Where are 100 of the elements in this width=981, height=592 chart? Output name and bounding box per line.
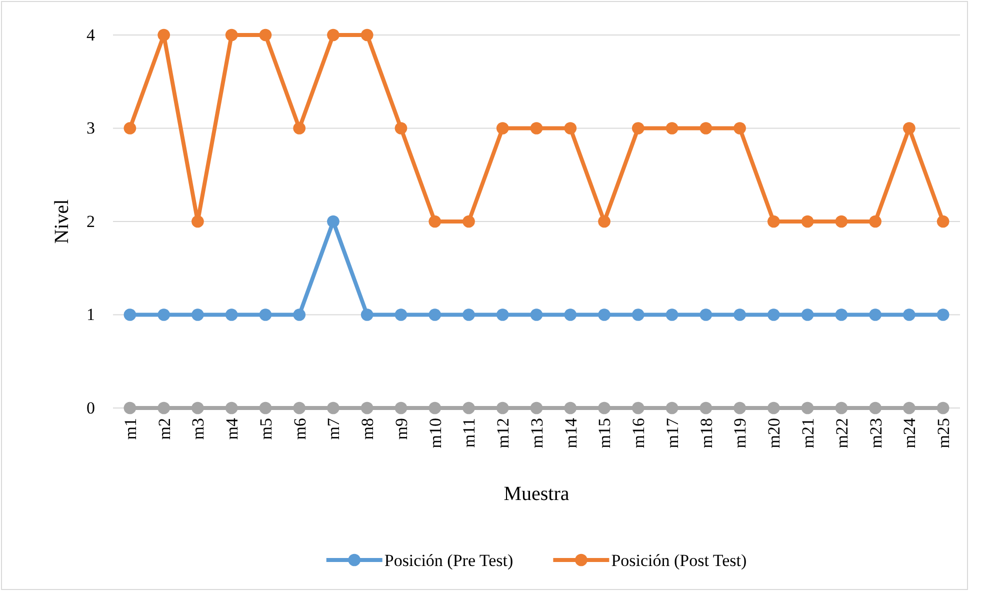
point (598, 308, 610, 321)
x-tick-label: m2 (154, 418, 174, 440)
point (666, 308, 678, 321)
point (158, 28, 170, 42)
point (124, 122, 136, 134)
point (801, 308, 814, 321)
point (428, 402, 442, 414)
x-tick-label: m18 (696, 418, 716, 448)
point (767, 402, 780, 414)
x-tick-label: m10 (426, 418, 445, 448)
y-tick-label: 1 (86, 305, 95, 324)
point (327, 215, 340, 228)
point (327, 402, 340, 414)
point (801, 215, 814, 228)
x-tick-label: m25 (934, 418, 954, 448)
point (734, 122, 746, 134)
x-tick-label: m6 (290, 418, 310, 440)
point (632, 308, 644, 321)
x-tick-label: m21 (798, 418, 818, 448)
point (259, 308, 272, 321)
point (360, 28, 374, 42)
point (360, 402, 374, 414)
point (700, 308, 712, 321)
point (462, 308, 475, 321)
x-tick-label: m5 (256, 418, 276, 440)
point (530, 402, 543, 414)
point (293, 402, 306, 414)
point (936, 308, 950, 321)
point (394, 308, 408, 321)
x-tick-label: m9 (392, 418, 411, 440)
point (124, 402, 136, 414)
x-tick-label: m3 (188, 418, 208, 440)
point (598, 215, 610, 228)
point (598, 402, 610, 414)
point (869, 215, 882, 228)
y-tick-label: 2 (86, 212, 95, 231)
x-tick-label: m15 (595, 418, 614, 448)
point (700, 402, 712, 414)
point (530, 308, 543, 321)
point (903, 122, 916, 134)
point (801, 402, 814, 414)
x-tick-label: m24 (900, 418, 920, 448)
point (869, 402, 882, 414)
x-tick-label: m4 (222, 418, 242, 440)
point (496, 308, 509, 321)
x-axis-title: Muestra (504, 483, 570, 505)
point (666, 122, 678, 134)
point (936, 215, 950, 228)
point (632, 122, 644, 134)
point (903, 402, 916, 414)
x-tick-label: m12 (494, 418, 513, 448)
point (564, 308, 577, 321)
point (428, 215, 442, 228)
point (936, 402, 950, 414)
point (700, 122, 712, 134)
legend-label: Posición (Pre Test) (384, 550, 514, 570)
x-tick-label: m19 (730, 418, 750, 448)
point (564, 402, 577, 414)
point (564, 122, 577, 134)
point (869, 308, 882, 321)
point (428, 308, 442, 321)
point (530, 122, 543, 134)
point (462, 402, 475, 414)
point (259, 28, 272, 42)
point (835, 308, 848, 321)
point (462, 215, 475, 228)
x-tick-label: m23 (866, 418, 886, 448)
point (259, 402, 272, 414)
y-tick-label: 4 (86, 25, 96, 44)
point (496, 402, 509, 414)
point (734, 402, 746, 414)
x-tick-label: m11 (460, 418, 479, 448)
point (225, 402, 238, 414)
point (293, 308, 306, 321)
point (394, 122, 408, 134)
point (293, 122, 306, 134)
point (225, 308, 238, 321)
point (124, 308, 136, 321)
point (192, 215, 204, 228)
point (225, 28, 238, 42)
x-tick-label: m1 (120, 418, 140, 440)
point (632, 402, 644, 414)
y-axis-title: Nivel (51, 198, 73, 244)
x-tick-label: m14 (561, 418, 580, 448)
x-tick-label: m13 (527, 418, 546, 448)
y-tick-label: 0 (86, 398, 95, 418)
point (666, 402, 678, 414)
x-tick-label: m20 (764, 418, 784, 448)
point (767, 215, 780, 228)
point (158, 402, 170, 414)
point (903, 308, 916, 321)
y-tick-label: 3 (86, 118, 95, 138)
point (394, 402, 408, 414)
x-tick-label: m8 (358, 418, 378, 440)
legend-label: Posición (Post Test) (611, 550, 747, 570)
point (734, 308, 746, 321)
point (496, 122, 509, 134)
point (192, 402, 204, 414)
x-tick-label: m22 (832, 418, 852, 448)
x-tick-label: m7 (324, 418, 344, 440)
